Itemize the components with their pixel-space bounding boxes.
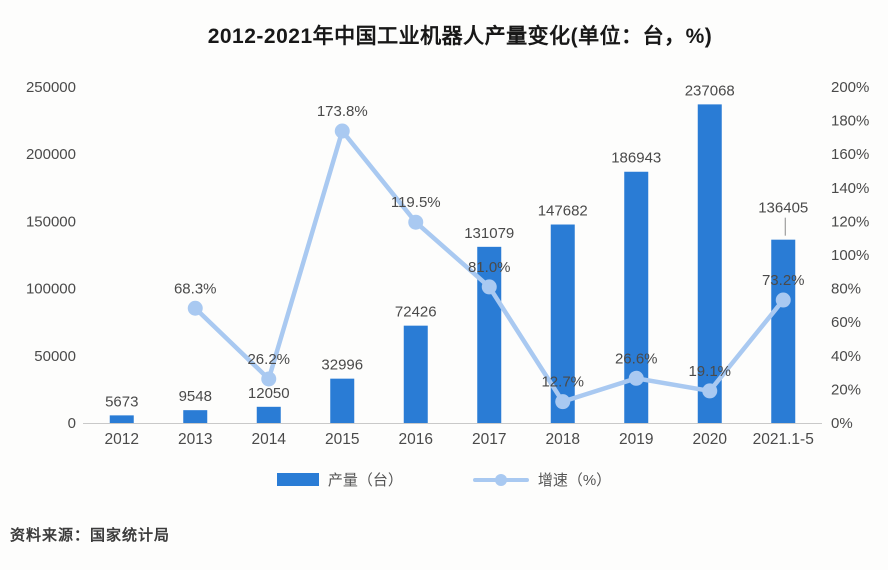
production-bar bbox=[403, 325, 428, 423]
chart-title: 2012-2021年中国工业机器人产量变化(单位：台，%) bbox=[207, 25, 713, 48]
source-note: 资料来源：国家统计局 bbox=[10, 527, 171, 544]
right-axis-tick: 40% bbox=[831, 348, 861, 365]
x-axis-label: 2021.1-5 bbox=[753, 431, 814, 448]
growth-point-marker bbox=[261, 371, 277, 387]
right-axis-tick: 180% bbox=[831, 113, 869, 130]
bar-value-label: 9548 bbox=[179, 388, 212, 405]
right-axis-tick: 20% bbox=[831, 381, 861, 398]
growth-value-label: 12.7% bbox=[541, 374, 584, 391]
bar-value-label: 186943 bbox=[611, 150, 661, 167]
x-axis-label: 2014 bbox=[252, 431, 287, 448]
bar-value-label: 237068 bbox=[685, 82, 735, 99]
bar-value-label: 131079 bbox=[464, 225, 514, 242]
legend-bar-label: 产量（台） bbox=[327, 472, 403, 489]
growth-value-label: 119.5% bbox=[391, 194, 441, 211]
x-axis-label: 2018 bbox=[546, 431, 580, 448]
growth-value-label: 26.6% bbox=[615, 350, 658, 367]
growth-value-label: 26.2% bbox=[247, 351, 290, 368]
growth-point-marker bbox=[408, 214, 424, 230]
x-axis-label: 2012 bbox=[105, 431, 139, 448]
left-axis-tick: 0 bbox=[68, 415, 76, 432]
line-series-swatch bbox=[472, 473, 529, 487]
left-axis-tick: 50000 bbox=[34, 348, 76, 365]
growth-value-label: 173.8% bbox=[317, 103, 368, 120]
x-axis-label: 2013 bbox=[178, 431, 212, 448]
chart-legend: 产量（台） 增速（%） bbox=[0, 469, 888, 490]
growth-point-marker bbox=[334, 123, 350, 139]
right-axis-tick: 60% bbox=[831, 314, 861, 331]
growth-point-marker bbox=[481, 279, 497, 295]
production-bar bbox=[771, 239, 796, 423]
growth-point-marker bbox=[702, 383, 718, 399]
production-bar bbox=[477, 246, 502, 423]
production-bar bbox=[109, 415, 134, 423]
production-bar bbox=[697, 104, 722, 423]
right-axis-tick: 80% bbox=[831, 281, 861, 298]
growth-value-label: 81.0% bbox=[468, 259, 511, 276]
growth-point-marker bbox=[628, 370, 644, 386]
bar-value-label: 5673 bbox=[105, 393, 138, 410]
left-axis-tick: 200000 bbox=[26, 146, 76, 163]
growth-value-label: 19.1% bbox=[688, 363, 731, 380]
bar-value-label: 136405 bbox=[758, 200, 808, 217]
right-axis-tick: 140% bbox=[831, 180, 869, 197]
x-axis-label: 2017 bbox=[472, 431, 506, 448]
bar-value-label: 147682 bbox=[538, 203, 588, 220]
right-axis-tick: 160% bbox=[831, 146, 869, 163]
right-axis-tick: 100% bbox=[831, 247, 869, 264]
production-bar bbox=[330, 378, 355, 423]
bar-value-label: 72426 bbox=[395, 304, 437, 321]
right-axis-tick: 0% bbox=[831, 415, 853, 432]
growth-value-label: 73.2% bbox=[762, 272, 805, 289]
left-axis-tick: 100000 bbox=[26, 281, 76, 298]
growth-point-marker bbox=[555, 394, 571, 410]
production-bar bbox=[550, 224, 575, 423]
line-swatch-marker-icon bbox=[494, 473, 507, 486]
right-axis-tick: 120% bbox=[831, 213, 869, 230]
x-axis-label: 2016 bbox=[399, 431, 433, 448]
growth-value-label: 68.3% bbox=[174, 280, 217, 297]
legend-item-growth: 增速（%） bbox=[472, 469, 612, 490]
growth-point-marker bbox=[775, 292, 791, 308]
x-axis-label: 2020 bbox=[693, 431, 728, 448]
bar-value-label: 32996 bbox=[321, 357, 363, 374]
bar-value-label: 12050 bbox=[248, 385, 290, 402]
right-axis-tick: 200% bbox=[831, 79, 869, 96]
growth-point-marker bbox=[187, 300, 203, 316]
x-axis-label: 2019 bbox=[619, 431, 653, 448]
production-bar bbox=[256, 406, 281, 423]
legend-item-production: 产量（台） bbox=[276, 469, 403, 490]
legend-line-label: 增速（%） bbox=[537, 472, 612, 489]
left-axis-tick: 250000 bbox=[26, 79, 76, 96]
bar-series-swatch bbox=[276, 473, 319, 486]
left-axis-tick: 150000 bbox=[26, 213, 76, 230]
production-bar bbox=[183, 410, 208, 423]
x-axis-label: 2015 bbox=[325, 431, 359, 448]
